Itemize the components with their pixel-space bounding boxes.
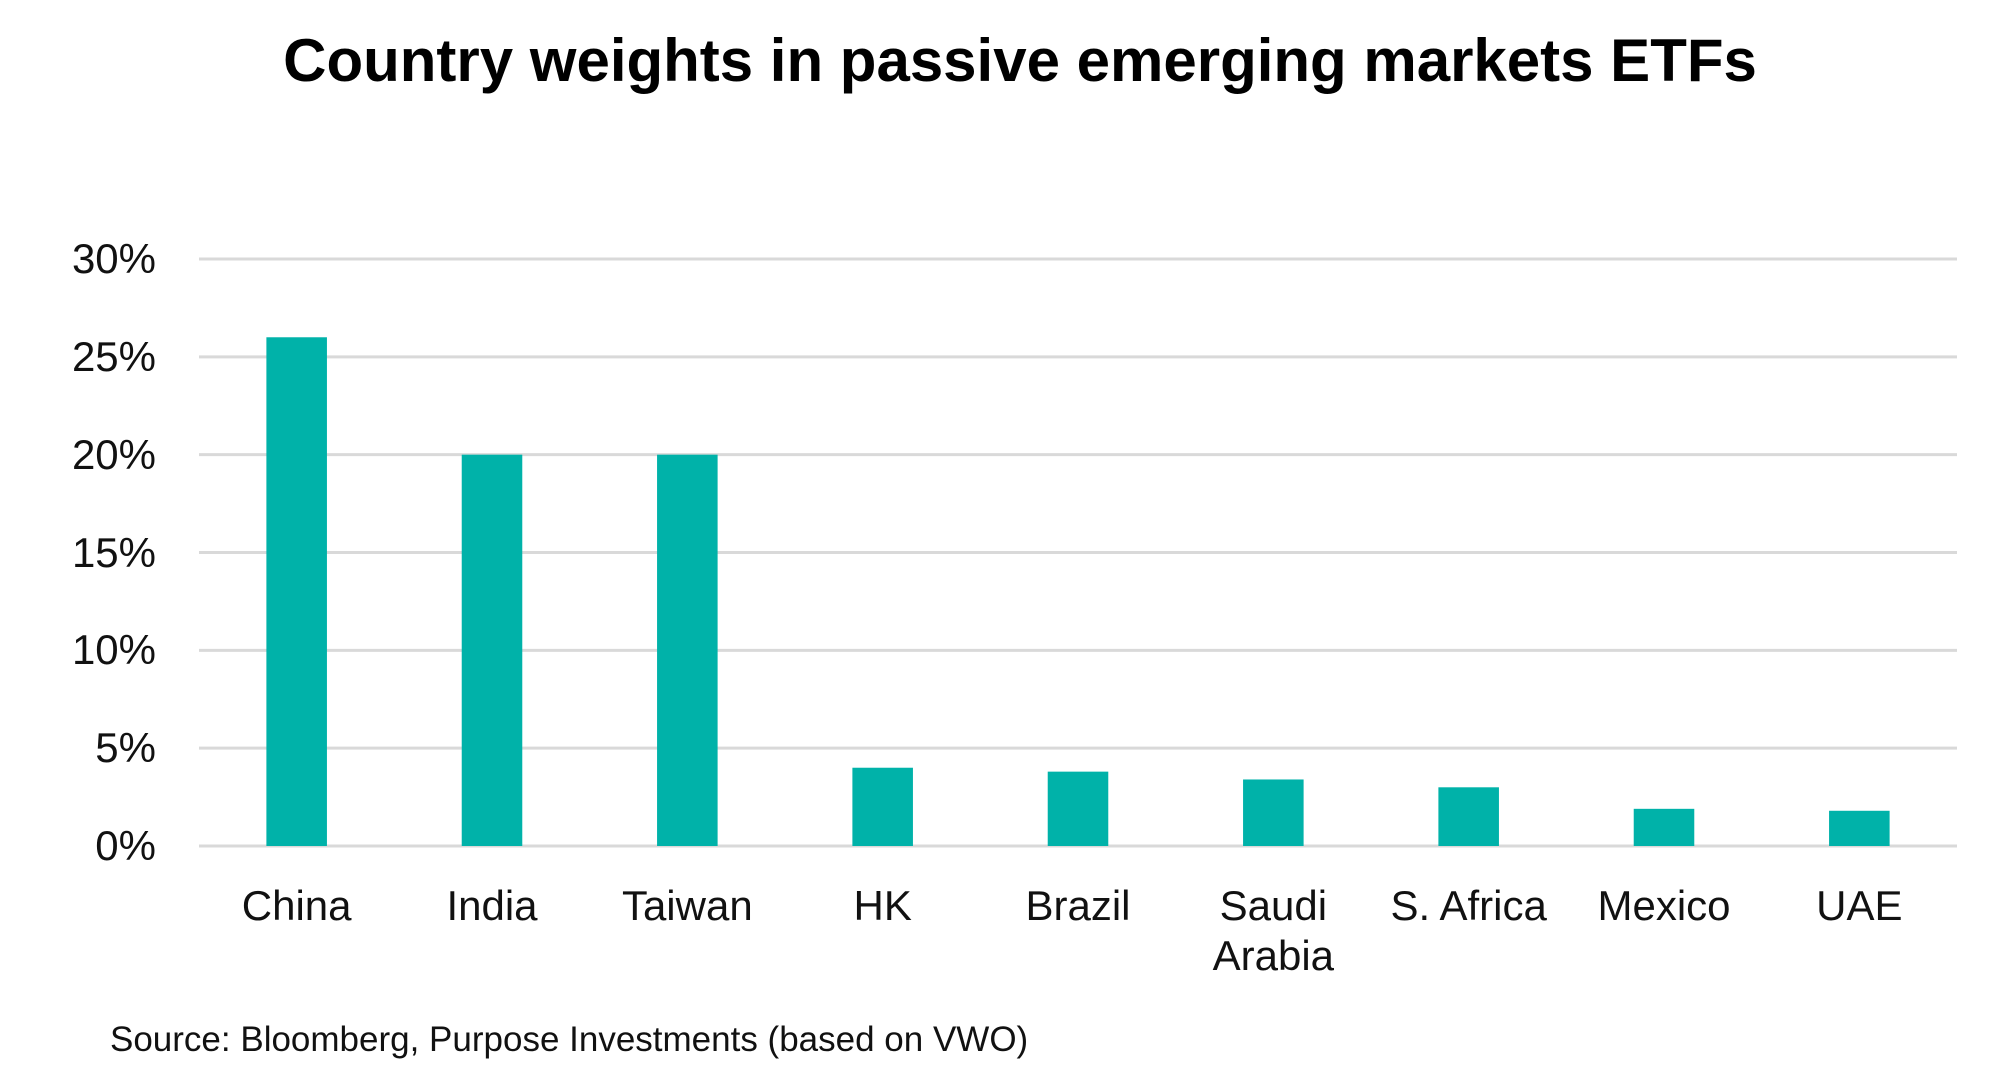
bar — [1047, 771, 1109, 846]
x-tick-label: Brazil — [1025, 882, 1131, 929]
x-tick-label: UAE — [1816, 882, 1903, 929]
source-note: Source: Bloomberg, Purpose Investments (… — [110, 1020, 1029, 1059]
bar — [461, 454, 523, 846]
x-tick-label: HK — [853, 882, 912, 929]
bar — [1633, 808, 1695, 846]
y-tick-label: 25% — [71, 332, 156, 380]
bar — [1829, 810, 1890, 846]
bar — [657, 454, 718, 846]
x-tick-label: Mexico — [1597, 882, 1731, 929]
bar — [1438, 787, 1499, 846]
bar — [266, 337, 327, 846]
x-tick-label: India — [446, 882, 538, 929]
chart-title: Country weights in passive emerging mark… — [283, 27, 1757, 94]
x-tick-label: China — [241, 882, 352, 929]
y-tick-label: 10% — [71, 626, 156, 674]
bar — [852, 767, 913, 846]
y-tick-label: 20% — [71, 430, 156, 478]
y-tick-label: 5% — [95, 724, 156, 772]
x-tick-label: S. Africa — [1390, 882, 1547, 929]
x-tick-label: Saudi Arabia — [1212, 882, 1335, 979]
y-tick-label: 0% — [95, 822, 156, 869]
x-tick-label: Taiwan — [621, 882, 753, 929]
y-tick-label: 15% — [71, 528, 156, 576]
y-tick-label: 30% — [71, 235, 156, 282]
bar — [1243, 779, 1304, 846]
